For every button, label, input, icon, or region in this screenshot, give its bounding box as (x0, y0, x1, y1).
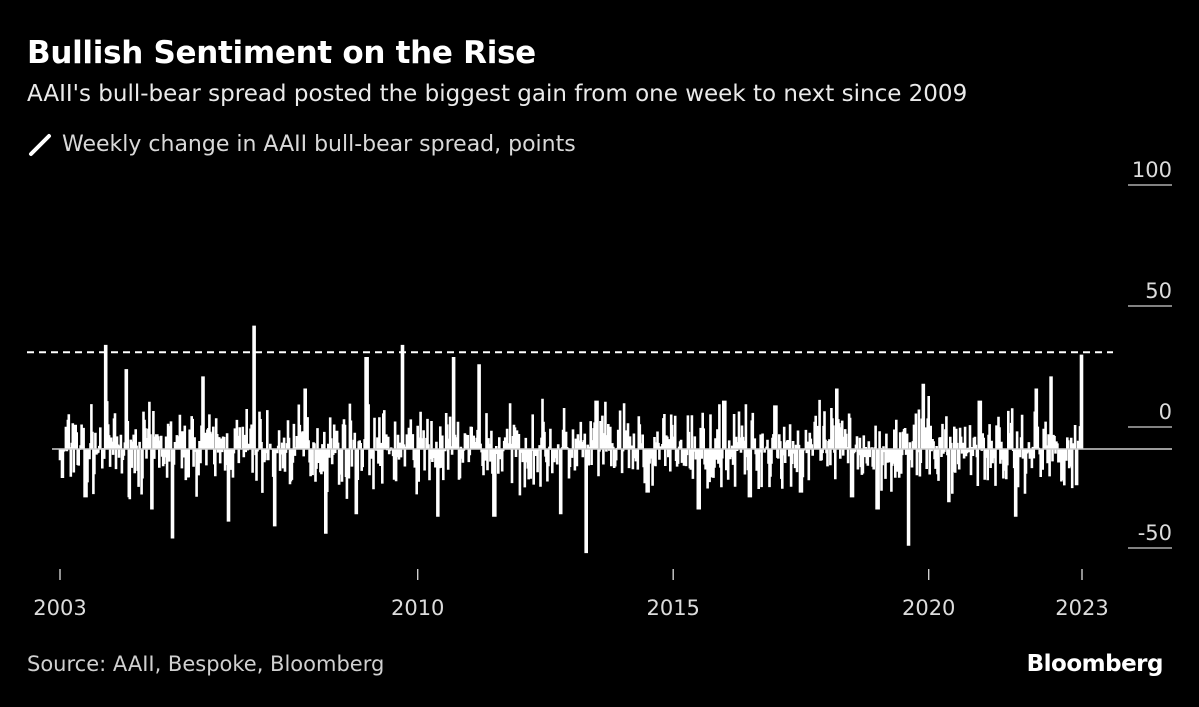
chart-title: Bullish Sentiment on the Rise (27, 35, 536, 71)
legend-label: Weekly change in AAII bull-bear spread, … (62, 132, 576, 157)
chart-subtitle: AAII's bull-bear spread posted the bigge… (27, 81, 968, 107)
x-tick-label: 2020 (902, 596, 955, 620)
y-tick-label: 50 (1145, 279, 1172, 303)
axes: 100 50 0 -50 2003 2010 2015 2020 2023 (27, 158, 1172, 620)
legend: Weekly change in AAII bull-bear spread, … (28, 132, 576, 157)
legend-line-icon (29, 133, 51, 156)
weekly-change-bars (58, 325, 1084, 554)
x-tick-label: 2010 (391, 596, 444, 620)
source-note: Source: AAII, Bespoke, Bloomberg (27, 652, 385, 676)
x-tick-label: 2015 (646, 596, 699, 620)
series-bars (58, 325, 1084, 554)
x-tick-label: 2003 (33, 596, 86, 620)
y-tick-label: -50 (1138, 521, 1172, 545)
x-tick-label: 2023 (1055, 596, 1108, 620)
y-tick-label: 0 (1159, 400, 1172, 424)
y-tick-label: 100 (1132, 158, 1172, 182)
brand-logo: Bloomberg (1026, 651, 1164, 677)
